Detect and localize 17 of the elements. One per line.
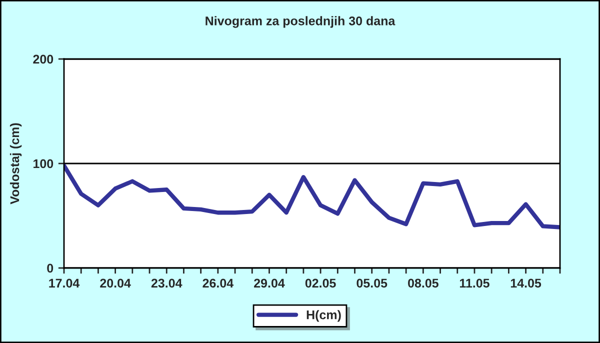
x-tick-label: 23.04 (151, 278, 182, 288)
legend-label: H(cm) (306, 310, 341, 322)
x-tick-label: 17.04 (49, 278, 80, 288)
line-series (64, 164, 560, 230)
x-tick-label: 02.05 (305, 278, 336, 288)
x-tick-label: 11.05 (460, 278, 490, 288)
y-axis-title: Vodostaj (cm) (10, 123, 22, 204)
y-tick-label: 100 (34, 159, 54, 168)
x-tick-label: 08.05 (408, 278, 438, 288)
x-tick-label: 26.04 (202, 278, 234, 288)
y-tick-label: 200 (33, 54, 54, 64)
x-tick-label: 05.05 (356, 278, 388, 288)
chart-title: Nivogram za poslednjih 30 dana (206, 16, 396, 28)
x-tick-label: 20.04 (100, 278, 131, 288)
x-tick-label: 29.04 (254, 278, 285, 288)
x-tick-label: 14.05 (510, 278, 542, 288)
y-tick-label: 0 (47, 264, 54, 273)
